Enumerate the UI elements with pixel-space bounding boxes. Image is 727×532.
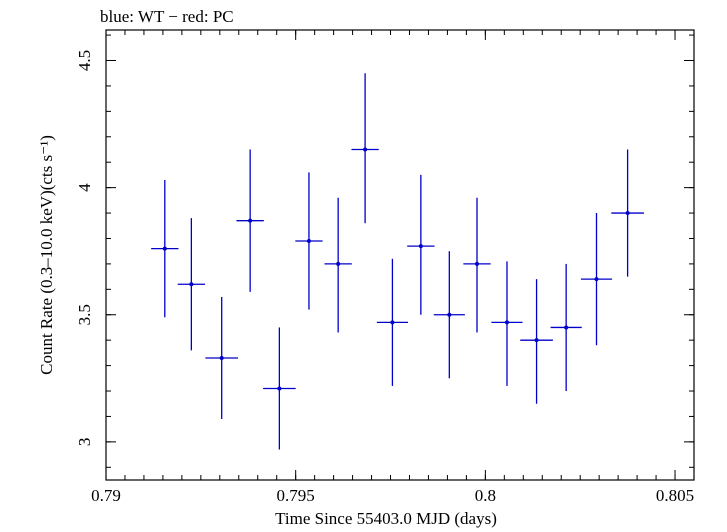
data-point — [263, 327, 296, 450]
data-marker — [336, 261, 341, 266]
data-marker — [534, 338, 539, 343]
chart-title: blue: WT − red: PC — [100, 7, 234, 26]
data-points — [151, 73, 644, 450]
data-point — [611, 149, 644, 277]
x-axis-label: Time Since 55403.0 MJD (days) — [275, 509, 497, 528]
axis-tick-labels: 0.79 0.795 0.8 0.805 3 3.5 4 4.5 — [75, 50, 694, 505]
data-marker — [219, 355, 224, 360]
y-axis-label: Count Rate (0.3–10.0 keV)(cts s⁻¹) — [37, 135, 56, 375]
data-point — [433, 251, 465, 379]
data-marker — [189, 282, 194, 287]
plot-frame — [105, 29, 695, 481]
data-point — [351, 73, 379, 224]
data-point — [407, 174, 435, 315]
y-tick-label: 3 — [75, 438, 94, 447]
data-marker — [248, 218, 253, 223]
data-point — [580, 213, 613, 346]
data-point — [463, 197, 491, 333]
data-marker — [447, 312, 452, 317]
data-point — [376, 258, 408, 386]
data-point — [491, 261, 523, 386]
data-point — [550, 263, 582, 392]
data-marker — [363, 147, 368, 152]
data-marker — [504, 320, 509, 325]
data-marker — [475, 261, 480, 266]
data-marker — [418, 244, 423, 249]
data-marker — [564, 325, 569, 330]
x-tick-label: 0.79 — [91, 486, 121, 505]
data-point — [520, 279, 553, 404]
data-marker — [625, 211, 630, 216]
data-marker — [162, 246, 167, 251]
axis-ticks — [105, 30, 695, 480]
x-tick-label: 0.795 — [277, 486, 315, 505]
x-tick-label: 0.805 — [656, 486, 694, 505]
x-tick-label: 0.8 — [475, 486, 496, 505]
data-marker — [390, 320, 395, 325]
data-point — [324, 197, 352, 333]
data-marker — [277, 386, 282, 391]
data-point — [151, 180, 179, 318]
data-marker — [306, 239, 311, 244]
y-tick-label: 4.5 — [75, 50, 94, 71]
y-tick-label: 3.5 — [75, 304, 94, 325]
data-point — [205, 296, 239, 419]
data-point — [177, 218, 206, 351]
y-tick-label: 4 — [75, 183, 94, 192]
data-point — [295, 172, 323, 310]
data-point — [236, 149, 264, 292]
data-marker — [594, 277, 599, 282]
